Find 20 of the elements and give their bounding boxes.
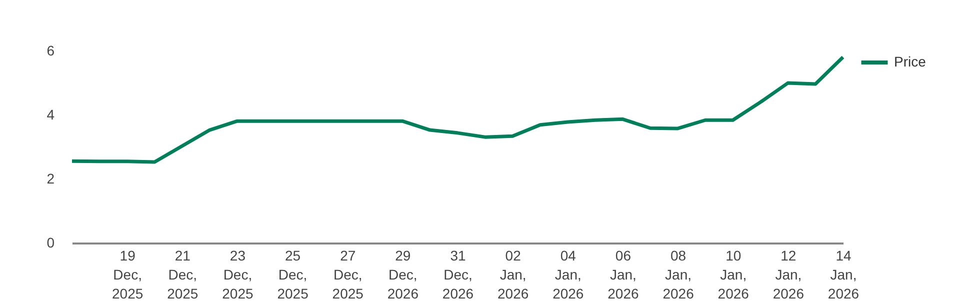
x-tick-label: 29 Dec, 2026 [387, 248, 419, 302]
x-tick-label: 12 Jan, 2026 [772, 248, 804, 302]
x-tick-label: 19 Dec, 2025 [112, 248, 144, 302]
x-tick-label: 25 Dec, 2025 [277, 248, 309, 302]
y-tick-label: 2 [46, 170, 55, 186]
x-tick-label: 02 Jan, 2026 [497, 248, 529, 302]
y-tick-label: 0 [46, 234, 55, 250]
legend-label: Price [894, 54, 926, 70]
line-series [70, 55, 845, 164]
x-tick-label: 23 Dec, 2025 [222, 248, 254, 302]
x-tick-label: 21 Dec, 2025 [167, 248, 198, 302]
x-tick-label: 06 Jan, 2026 [608, 248, 639, 302]
x-tick-label: 14 Jan, 2026 [828, 248, 860, 302]
y-tick-label: 6 [46, 42, 55, 58]
x-tick-label: 08 Jan, 2026 [662, 248, 694, 302]
x-tick-label: 27 Dec, 2025 [332, 248, 364, 302]
x-tick-label: 31 Dec, 2026 [442, 248, 474, 302]
x-tick-label: 10 Jan, 2026 [718, 248, 750, 302]
x-tick-label: 04 Jan, 2026 [552, 248, 584, 302]
y-tick-label: 4 [46, 106, 55, 122]
